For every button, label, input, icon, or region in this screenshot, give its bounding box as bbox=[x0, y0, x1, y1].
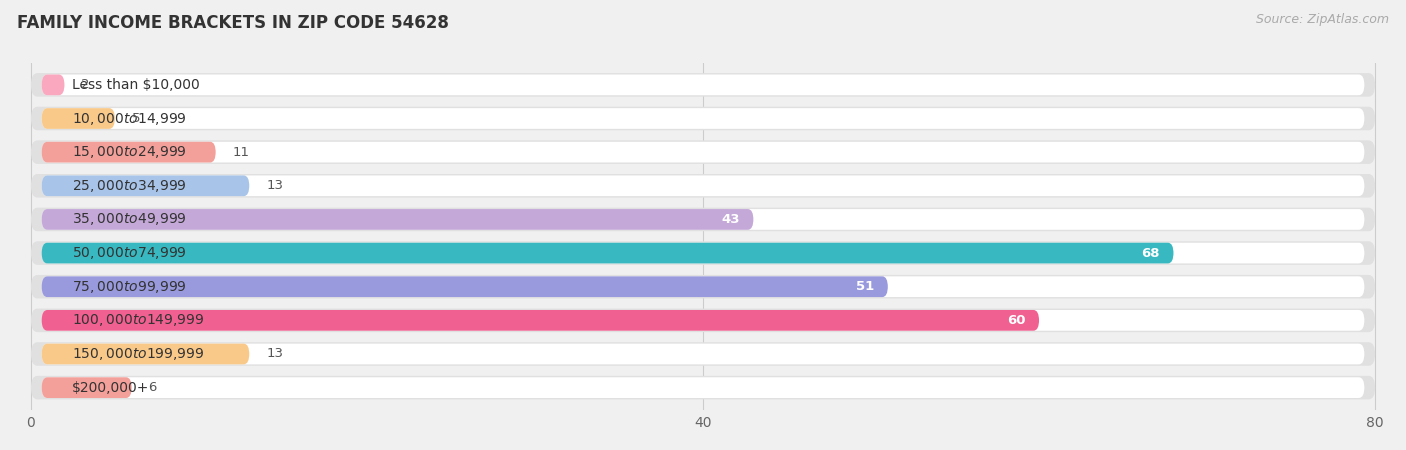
FancyBboxPatch shape bbox=[42, 243, 1174, 263]
Text: 13: 13 bbox=[266, 179, 283, 192]
Text: FAMILY INCOME BRACKETS IN ZIP CODE 54628: FAMILY INCOME BRACKETS IN ZIP CODE 54628 bbox=[17, 14, 449, 32]
Text: $25,000 to $34,999: $25,000 to $34,999 bbox=[72, 178, 187, 194]
FancyBboxPatch shape bbox=[31, 309, 1375, 332]
Text: $15,000 to $24,999: $15,000 to $24,999 bbox=[72, 144, 187, 160]
Text: Source: ZipAtlas.com: Source: ZipAtlas.com bbox=[1256, 14, 1389, 27]
Text: $200,000+: $200,000+ bbox=[72, 381, 149, 395]
Text: Less than $10,000: Less than $10,000 bbox=[72, 78, 200, 92]
FancyBboxPatch shape bbox=[42, 209, 754, 230]
FancyBboxPatch shape bbox=[42, 75, 65, 95]
FancyBboxPatch shape bbox=[42, 209, 1364, 230]
FancyBboxPatch shape bbox=[42, 108, 115, 129]
FancyBboxPatch shape bbox=[42, 344, 1364, 364]
FancyBboxPatch shape bbox=[42, 310, 1364, 331]
Text: 6: 6 bbox=[149, 381, 157, 394]
FancyBboxPatch shape bbox=[31, 140, 1375, 164]
FancyBboxPatch shape bbox=[42, 75, 1364, 95]
FancyBboxPatch shape bbox=[42, 176, 1364, 196]
Text: $100,000 to $149,999: $100,000 to $149,999 bbox=[72, 312, 205, 328]
FancyBboxPatch shape bbox=[42, 176, 249, 196]
FancyBboxPatch shape bbox=[31, 107, 1375, 130]
Text: $150,000 to $199,999: $150,000 to $199,999 bbox=[72, 346, 205, 362]
FancyBboxPatch shape bbox=[31, 241, 1375, 265]
FancyBboxPatch shape bbox=[42, 377, 1364, 398]
FancyBboxPatch shape bbox=[42, 142, 215, 162]
FancyBboxPatch shape bbox=[31, 275, 1375, 298]
Text: 13: 13 bbox=[266, 347, 283, 360]
Text: 60: 60 bbox=[1007, 314, 1025, 327]
FancyBboxPatch shape bbox=[42, 142, 1364, 162]
Text: 5: 5 bbox=[132, 112, 141, 125]
Text: 2: 2 bbox=[82, 78, 90, 91]
FancyBboxPatch shape bbox=[31, 342, 1375, 366]
Text: 51: 51 bbox=[856, 280, 875, 293]
FancyBboxPatch shape bbox=[42, 377, 132, 398]
FancyBboxPatch shape bbox=[42, 344, 249, 364]
FancyBboxPatch shape bbox=[42, 276, 887, 297]
FancyBboxPatch shape bbox=[31, 376, 1375, 400]
FancyBboxPatch shape bbox=[31, 207, 1375, 231]
Text: 11: 11 bbox=[232, 146, 249, 159]
FancyBboxPatch shape bbox=[42, 310, 1039, 331]
Text: $75,000 to $99,999: $75,000 to $99,999 bbox=[72, 279, 187, 295]
FancyBboxPatch shape bbox=[31, 174, 1375, 198]
Text: 68: 68 bbox=[1142, 247, 1160, 260]
FancyBboxPatch shape bbox=[31, 73, 1375, 97]
FancyBboxPatch shape bbox=[42, 243, 1364, 263]
FancyBboxPatch shape bbox=[42, 276, 1364, 297]
Text: $50,000 to $74,999: $50,000 to $74,999 bbox=[72, 245, 187, 261]
Text: 43: 43 bbox=[721, 213, 740, 226]
Text: $35,000 to $49,999: $35,000 to $49,999 bbox=[72, 212, 187, 227]
FancyBboxPatch shape bbox=[42, 108, 1364, 129]
Text: $10,000 to $14,999: $10,000 to $14,999 bbox=[72, 111, 187, 126]
